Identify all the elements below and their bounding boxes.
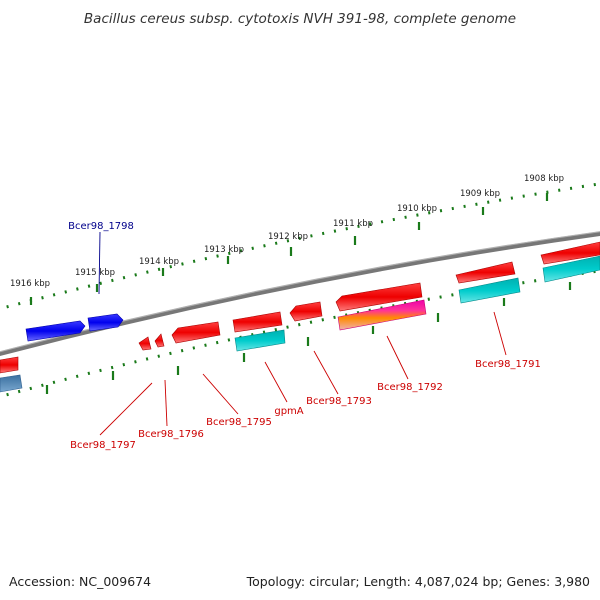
map-title: Bacillus cereus subsp. cytotoxis NVH 391…	[84, 11, 516, 27]
outer-major-ticks	[29, 193, 549, 305]
feature-bcer98-1791-companion	[458, 277, 521, 304]
gene-bcer98-1793	[289, 301, 323, 322]
gene-label-bcer98-1797: Bcer98_1797	[70, 440, 136, 451]
gene-bcer98-1797	[138, 336, 152, 351]
inner-major-ticks	[45, 282, 572, 394]
gene-cds-edge-left	[0, 356, 19, 374]
kbp-label-1913: 1913 kbp	[204, 245, 244, 255]
gene-bcer98-1791	[455, 261, 516, 284]
genome-backbone	[0, 231, 600, 357]
gene-bcer98-1792	[335, 282, 423, 312]
gene-label-bcer98-1795: Bcer98_1795	[206, 417, 272, 428]
kbp-label-1911: 1911 kbp	[333, 219, 373, 229]
gene-bcer98-1795	[171, 321, 221, 344]
kbp-label-1909: 1909 kbp	[460, 189, 500, 199]
kbp-label-1912: 1912 kbp	[268, 232, 308, 242]
kbp-label-1915: 1915 kbp	[75, 268, 115, 278]
gene-label-bcer98-1791: Bcer98_1791	[475, 359, 541, 370]
topology-label: Topology: circular; Length: 4,087,024 bp…	[246, 574, 590, 589]
gene-bcer98-1796	[154, 333, 165, 348]
feature-gpma-companion	[234, 329, 286, 352]
gene-forward-blue-1	[25, 320, 86, 342]
kbp-label-1914: 1914 kbp	[139, 257, 179, 267]
gene-label-bcer98-1792: Bcer98_1792	[377, 382, 443, 393]
feature-bcer98-1792-multi	[337, 299, 427, 331]
gene-label-bcer98-1796: Bcer98_1796	[138, 429, 204, 440]
feature-steel-edge	[0, 374, 23, 393]
kbp-label-1916: 1916 kbp	[10, 279, 50, 289]
inner-tick-ring	[0, 269, 600, 399]
gene-label-gpma: gpmA	[274, 406, 303, 417]
kbp-label-1910: 1910 kbp	[397, 204, 437, 214]
label-leaders	[98, 231, 507, 436]
gene-gpma	[232, 311, 283, 333]
feature-edge-companion	[542, 255, 600, 283]
gene-label-bcer98-1798: Bcer98_1798	[68, 221, 134, 232]
outer-tick-ring	[0, 182, 600, 311]
kbp-label-1908: 1908 kbp	[524, 174, 564, 184]
gene-bcer98-1798	[87, 313, 124, 332]
gene-label-bcer98-1793: Bcer98_1793	[306, 396, 372, 407]
gene-cds-edge-right	[540, 241, 600, 265]
accession-label: Accession: NC_009674	[9, 574, 151, 589]
